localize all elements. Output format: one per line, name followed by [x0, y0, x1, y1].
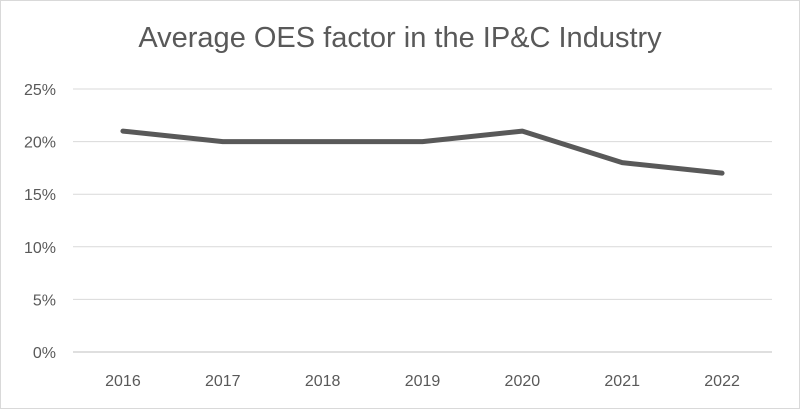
x-tick-label: 2016: [105, 373, 141, 390]
y-tick-label: 5%: [33, 292, 56, 309]
x-tick-label: 2018: [305, 373, 341, 390]
y-tick-label: 0%: [33, 345, 56, 362]
x-tick-label: 2017: [205, 373, 241, 390]
x-tick-label: 2020: [505, 373, 541, 390]
chart-title: Average OES factor in the IP&C Industry: [138, 22, 662, 54]
series-line: [120, 128, 725, 176]
y-tick-label: 20%: [24, 135, 56, 152]
x-tick-label: 2022: [704, 373, 740, 390]
x-tick-label: 2019: [405, 373, 441, 390]
y-tick-label: 15%: [24, 187, 56, 204]
y-tick-label: 10%: [24, 240, 56, 257]
y-tick-label: 25%: [24, 82, 56, 99]
x-tick-label: 2021: [604, 373, 640, 390]
